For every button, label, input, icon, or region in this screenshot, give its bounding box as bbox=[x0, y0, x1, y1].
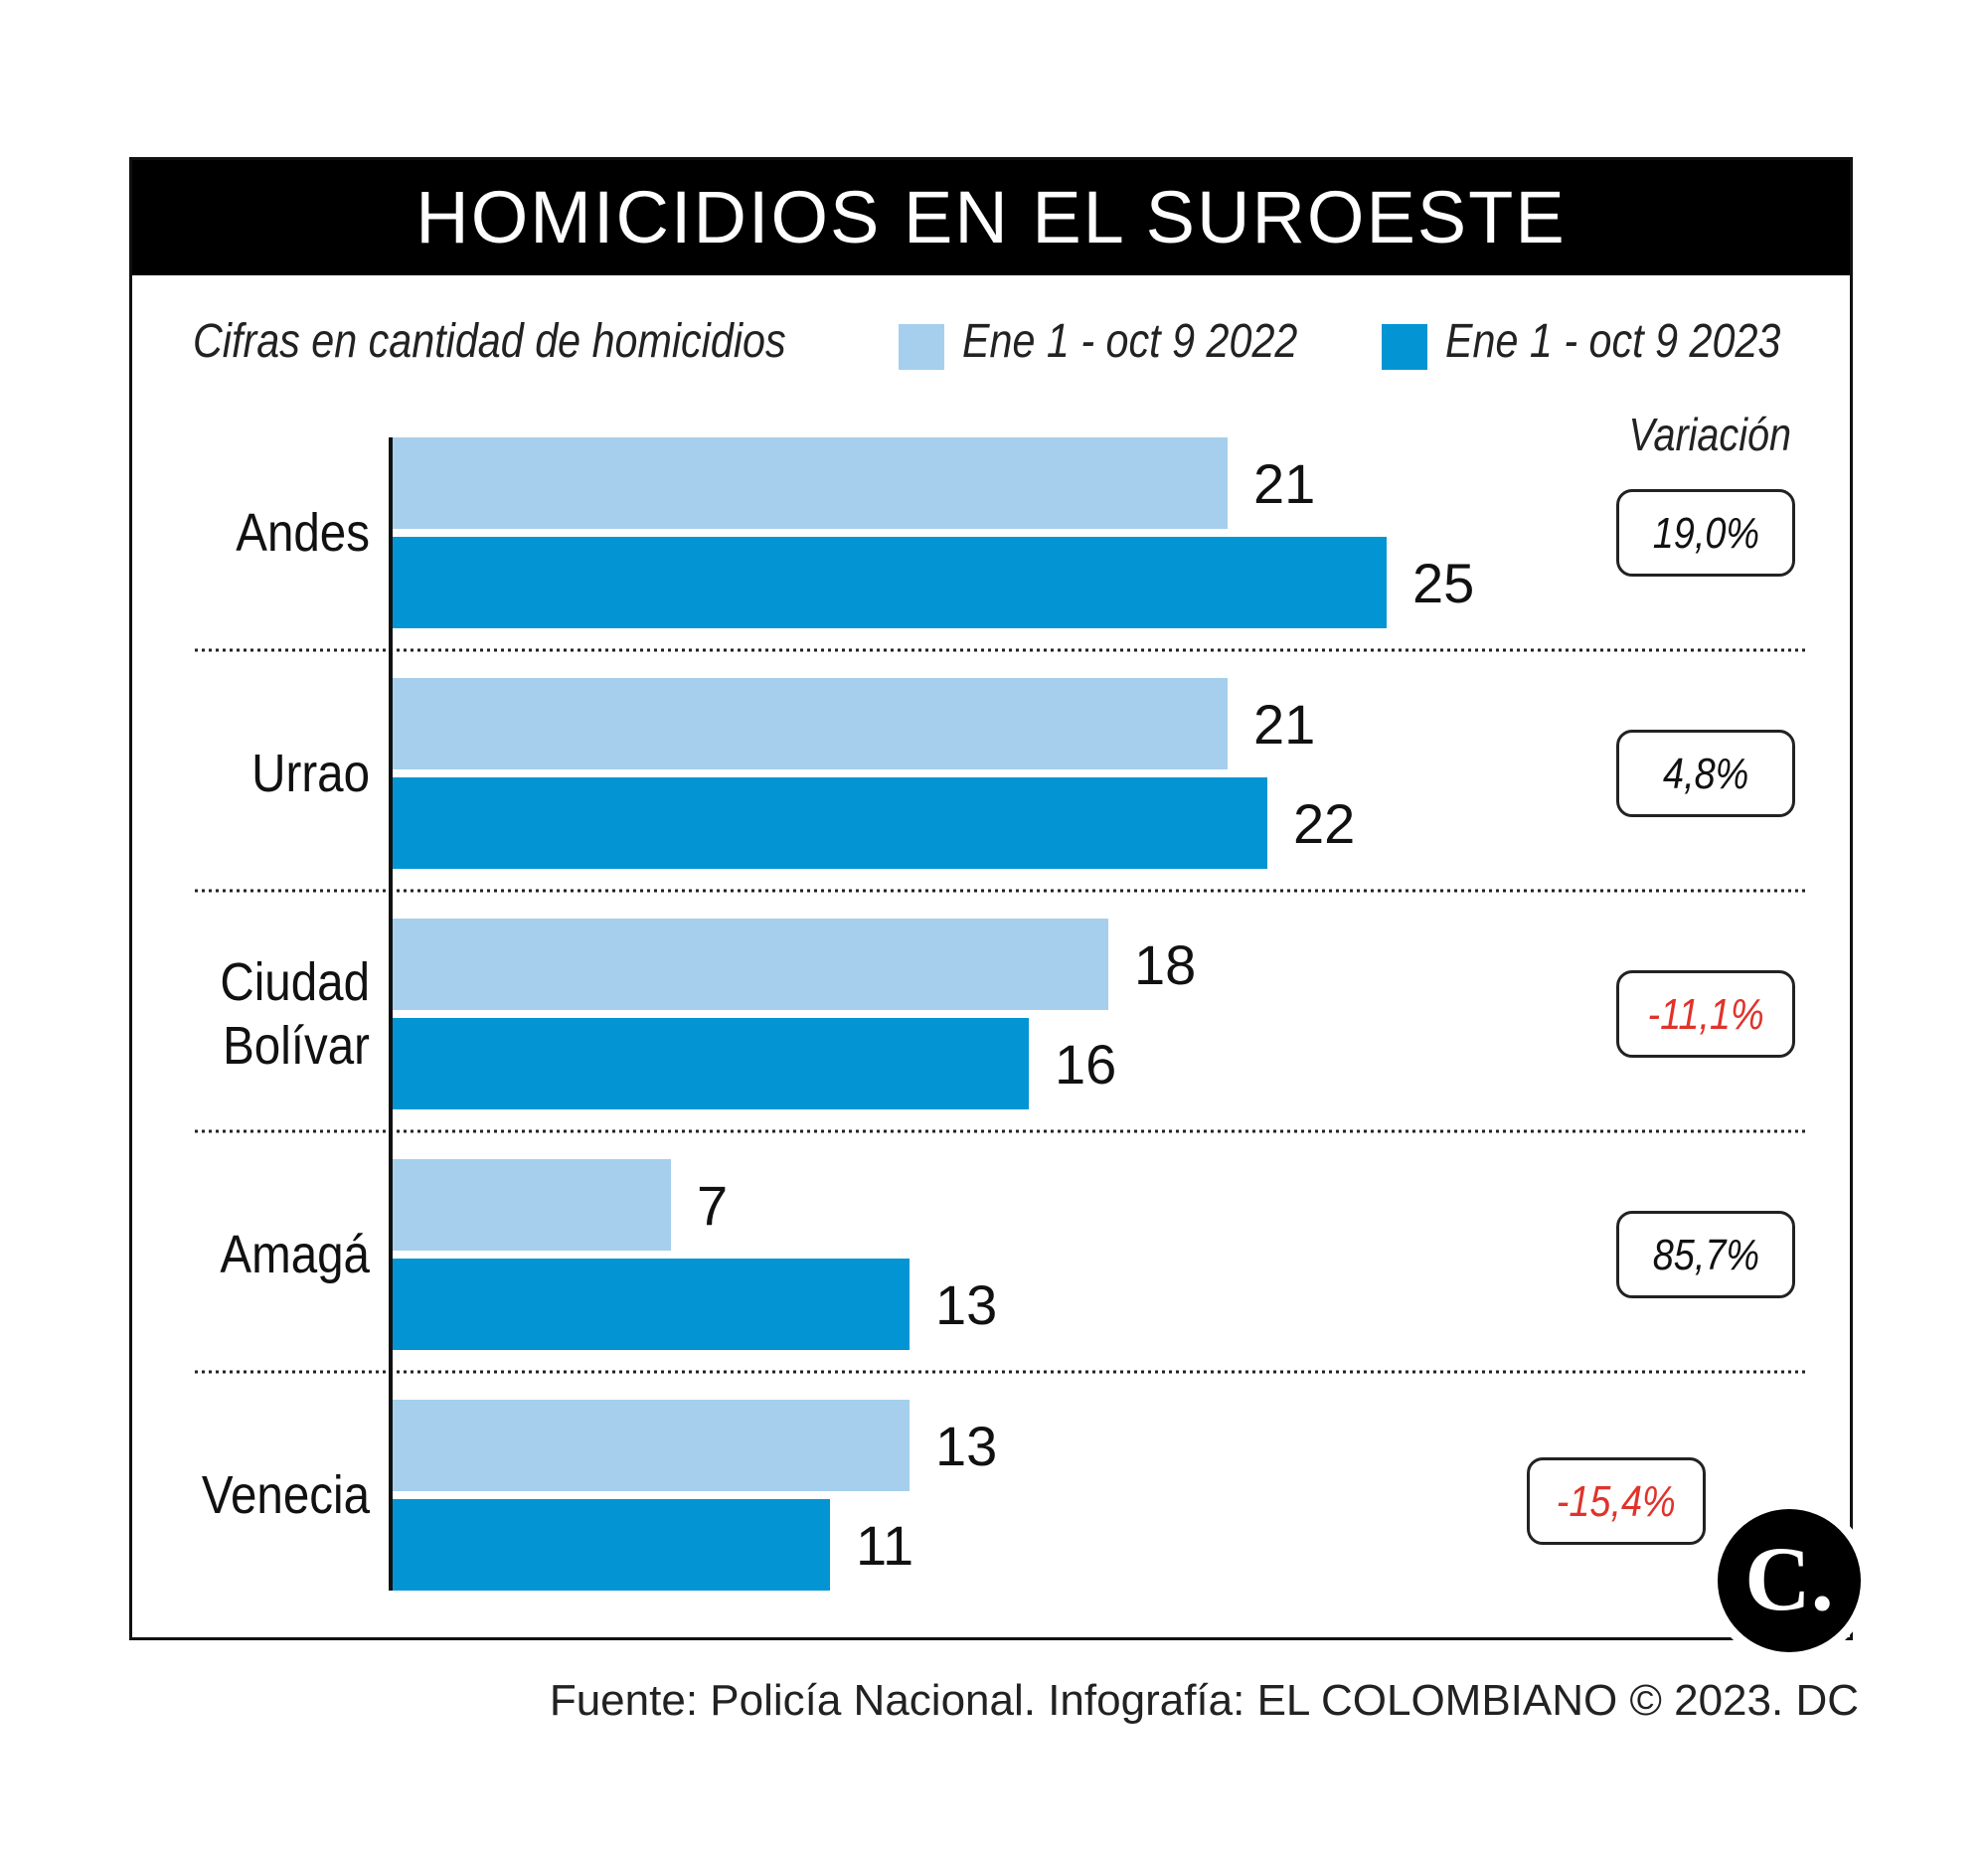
bar-value-label: 22 bbox=[1293, 792, 1355, 855]
legend-label-2022: Ene 1 - oct 9 2022 bbox=[962, 315, 1298, 368]
bar-2023 bbox=[393, 777, 1267, 869]
title-bar: HOMICIDIOS EN EL SUROESTE bbox=[132, 160, 1850, 275]
units-note: Cifras en cantidad de homicidios bbox=[193, 315, 786, 368]
category-label: Amagá bbox=[220, 1225, 370, 1284]
bar-value-label: 7 bbox=[697, 1174, 728, 1237]
el-colombiano-logo: C. bbox=[1718, 1509, 1861, 1652]
bar-value-label: 18 bbox=[1134, 933, 1196, 996]
bar-2022 bbox=[393, 678, 1228, 769]
variation-box: -11,1% bbox=[1616, 970, 1795, 1058]
legend-swatch-2022 bbox=[899, 324, 944, 370]
variation-value: -11,1% bbox=[1647, 990, 1764, 1039]
variation-header: Variación bbox=[1628, 409, 1791, 460]
bar-value-label: 21 bbox=[1253, 452, 1315, 515]
variation-value: 4,8% bbox=[1662, 750, 1749, 798]
chart-frame: HOMICIDIOS EN EL SUROESTE bbox=[129, 157, 1853, 1640]
legend-label-2023: Ene 1 - oct 9 2023 bbox=[1445, 315, 1781, 368]
bar-value-label: 11 bbox=[856, 1514, 913, 1577]
chart-title: HOMICIDIOS EN EL SUROESTE bbox=[415, 176, 1567, 258]
bar-2022 bbox=[393, 919, 1108, 1010]
bar-2023 bbox=[393, 537, 1387, 628]
bar-value-label: 21 bbox=[1253, 693, 1315, 756]
legend-swatch-2023 bbox=[1382, 324, 1427, 370]
bar-2022 bbox=[393, 1400, 910, 1491]
variation-box: 19,0% bbox=[1616, 489, 1795, 577]
variation-value: 85,7% bbox=[1652, 1231, 1759, 1279]
category-label: Urrao bbox=[251, 744, 370, 803]
bar-value-label: 13 bbox=[935, 1273, 997, 1336]
bar-value-label: 25 bbox=[1412, 552, 1474, 614]
variation-value: 19,0% bbox=[1652, 509, 1759, 558]
bar-2023 bbox=[393, 1499, 830, 1591]
bar-2022 bbox=[393, 437, 1228, 529]
category-label: Ciudad Bolívar bbox=[220, 952, 370, 1076]
variation-box: 85,7% bbox=[1616, 1211, 1795, 1298]
bar-value-label: 13 bbox=[935, 1415, 997, 1477]
bar-2023 bbox=[393, 1018, 1029, 1109]
category-label: Venecia bbox=[201, 1465, 370, 1525]
bar-value-label: 16 bbox=[1055, 1033, 1116, 1096]
variation-box: 4,8% bbox=[1616, 730, 1795, 817]
bar-2022 bbox=[393, 1159, 671, 1251]
source-note: Fuente: Policía Nacional. Infografía: EL… bbox=[549, 1676, 1859, 1725]
bar-2023 bbox=[393, 1259, 910, 1350]
variation-value: -15,4% bbox=[1557, 1477, 1676, 1526]
category-label: Andes bbox=[236, 503, 370, 563]
variation-box: -15,4% bbox=[1527, 1457, 1706, 1545]
